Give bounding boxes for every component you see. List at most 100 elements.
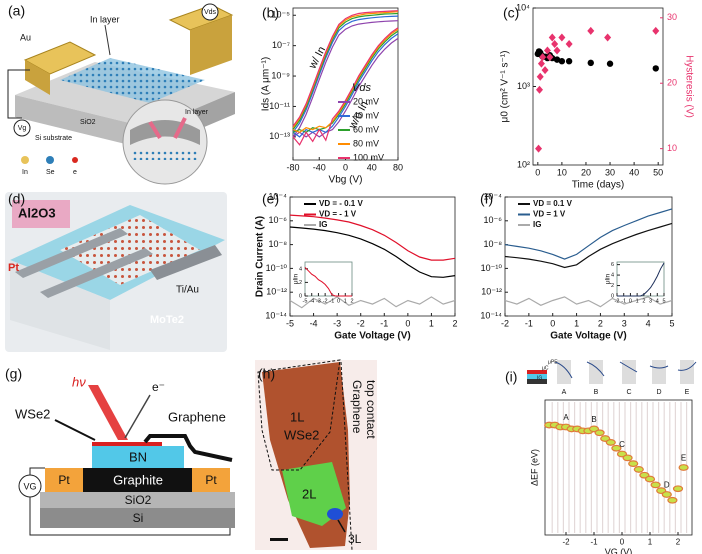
x-tick-label: -2 [323, 298, 328, 304]
x-axis-label: VG (V) [605, 547, 633, 554]
x-tick-label: 0 [343, 162, 348, 172]
x-axis-label: Time (days) [572, 179, 624, 190]
y-axis-label: Ids (A μm⁻¹) [261, 57, 272, 111]
y-tick-label: 6 [611, 262, 614, 268]
contact-edge [340, 361, 353, 551]
y-tick-label: 0 [299, 293, 302, 299]
y-tick-label: 10⁻¹³ [269, 131, 290, 141]
x-tick-label: 4 [646, 318, 651, 328]
plot-frame [532, 7, 664, 166]
x-tick-label: -40 [313, 162, 326, 172]
x-tick-label: -4 [310, 318, 318, 328]
plot-frame [292, 7, 399, 161]
y-tick-label: 10⁻⁹ [271, 70, 290, 80]
marker [558, 33, 566, 42]
vg-source [13, 119, 31, 137]
electrode [150, 245, 222, 280]
label: 1L [290, 409, 304, 424]
y2-tick-label: 30 [667, 12, 677, 22]
data-line [292, 27, 399, 146]
data-line [617, 262, 665, 297]
data-line [292, 20, 399, 138]
schematic-icon [680, 360, 694, 384]
schematic-layer [527, 379, 547, 384]
y-tick-label: 10⁻⁶ [269, 215, 288, 225]
legend-dot [21, 156, 29, 164]
x-tick-label: 2 [642, 298, 645, 304]
legend-label: In [22, 169, 28, 176]
outline [257, 359, 341, 471]
x-tick-label: -5 [286, 318, 294, 328]
legend-label: 20 mV [353, 96, 379, 106]
wire [29, 467, 45, 475]
y-tick-label: 0 [611, 293, 614, 299]
panel-g: (g) hν e⁻ WSe2 Graphene BN Graphite Pt P… [5, 366, 235, 536]
y-tick-label: 10⁻¹² [481, 287, 502, 297]
x-tick-label: 40 [367, 162, 377, 172]
x-axis-label: Gate Voltage (V) [334, 330, 411, 341]
wire [29, 497, 231, 536]
legend-dot [46, 156, 54, 164]
label: Ti/Au [176, 285, 199, 296]
label: In layer [90, 14, 120, 24]
marker [551, 39, 559, 48]
marker [565, 39, 573, 48]
x-tick-label: -5 [303, 298, 308, 304]
si-layer [40, 508, 235, 528]
lattice [60, 215, 200, 285]
x-tick-label: -80 [286, 162, 299, 172]
legend-label: e [73, 169, 77, 176]
x-tick-label: 80 [393, 162, 403, 172]
panel-label: (f) [480, 191, 493, 207]
legend-dot [72, 157, 78, 163]
schematic-curve [554, 361, 697, 379]
pointer [54, 419, 96, 441]
spectrum-peak [661, 491, 672, 498]
y-tick-label: 10⁻¹⁰ [266, 263, 288, 273]
label: C [626, 389, 631, 396]
label: Si [133, 511, 144, 525]
y-tick-label: 10⁻⁶ [484, 215, 503, 225]
annotation: B [591, 415, 596, 424]
y-tick-label: 2 [611, 283, 614, 289]
marker [543, 46, 551, 55]
y-tick-label: 10⁻⁴ [483, 191, 502, 201]
x-tick-label: -1 [621, 298, 626, 304]
panel-label: (i) [505, 369, 517, 385]
y2-tick-label: 20 [667, 78, 677, 88]
panel-label: (c) [503, 5, 519, 21]
panel-a: (a) Au In layer Vg Vds SiO2 Si substrate… [7, 3, 235, 185]
y-tick-label: 10⁻⁴ [268, 191, 287, 201]
legend-label: 40 mV [353, 110, 379, 120]
label: μPE [548, 359, 558, 365]
plot-frame [304, 261, 353, 297]
panel-h: (h) 1L WSe2 2L 3L Graphene top contact [255, 359, 378, 551]
marker [536, 85, 543, 94]
x-tick-label: 4 [656, 298, 659, 304]
x-tick-label: 0 [405, 318, 410, 328]
y-tick-label: 10³ [517, 81, 530, 91]
label: SiO2 [80, 119, 96, 126]
spectrum-peak [594, 429, 605, 437]
substrate-front [15, 95, 150, 150]
label: MoTe2 [150, 314, 184, 326]
light-beam [88, 385, 128, 440]
inset-lattice [132, 150, 198, 160]
spectrum-peak [622, 454, 633, 462]
label: B [594, 389, 599, 396]
spectrum-peak [611, 444, 622, 452]
y-tick-label: 10⁴ [516, 2, 530, 12]
data-line [292, 10, 399, 127]
x-tick-label: -3 [316, 298, 321, 304]
label: WSe2 [15, 406, 50, 421]
label: Al2O3 [18, 205, 56, 220]
x-tick-label: 40 [629, 167, 639, 177]
legend-label: 60 mV [353, 124, 379, 134]
marker [539, 53, 547, 62]
schematic-icon [589, 360, 603, 384]
x-tick-label: 2 [598, 318, 603, 328]
marker [541, 66, 549, 75]
y-tick-label: 2 [299, 280, 302, 286]
data-line [292, 30, 399, 133]
marker [604, 33, 612, 42]
